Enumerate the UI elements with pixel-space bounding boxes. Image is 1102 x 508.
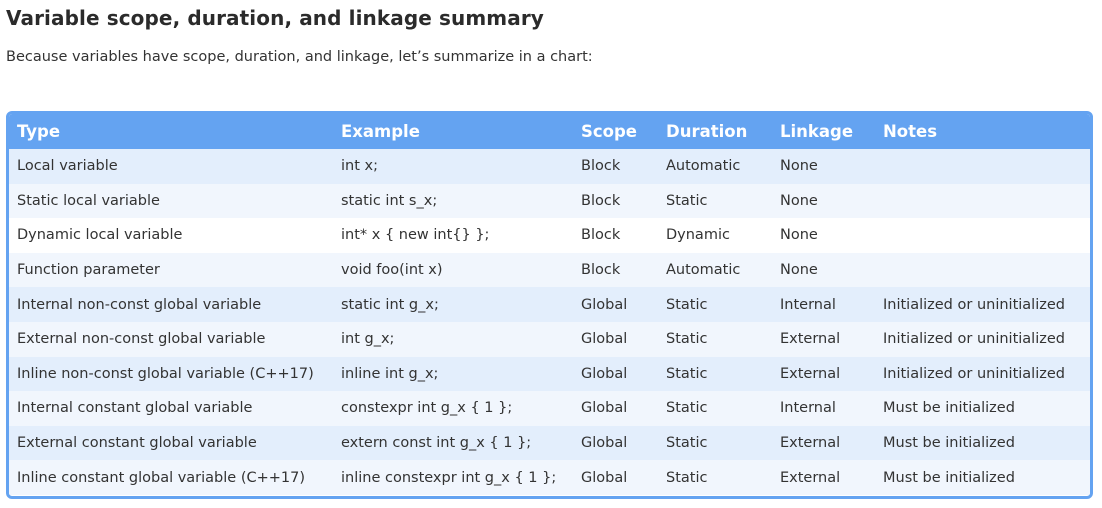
- cell-linkage: None: [780, 158, 818, 175]
- cell-notes: Must be initialized: [883, 400, 1015, 417]
- cell-type: External non-const global variable: [17, 331, 266, 348]
- cell-scope: Global: [581, 400, 628, 417]
- header-row: Type Example Scope Duration Linkage Note…: [9, 114, 1090, 149]
- header-scope: Scope: [581, 122, 638, 141]
- cell-linkage: None: [780, 192, 818, 209]
- cell-type: Local variable: [17, 158, 118, 175]
- cell-example: static int g_x;: [341, 296, 439, 313]
- cell-notes: Initialized or uninitialized: [883, 365, 1065, 382]
- cell-notes: Initialized or uninitialized: [883, 331, 1065, 348]
- cell-example: inline constexpr int g_x { 1 };: [341, 469, 557, 486]
- cell-type: Static local variable: [17, 192, 160, 209]
- cell-notes: [875, 253, 1090, 288]
- cell-type: Internal non-const global variable: [17, 296, 262, 313]
- section-heading: Variable scope, duration, and linkage su…: [6, 6, 544, 30]
- cell-linkage: None: [780, 227, 818, 244]
- cell-scope: Global: [581, 435, 628, 452]
- cell-duration: Static: [666, 331, 708, 348]
- cell-type: Function parameter: [17, 262, 160, 279]
- cell-linkage: Internal: [780, 296, 836, 313]
- cell-type: Inline constant global variable (C++17): [17, 469, 306, 486]
- cell-duration: Automatic: [666, 158, 741, 175]
- cell-scope: Global: [581, 331, 628, 348]
- cell-example: int* x { new int{} };: [341, 227, 490, 244]
- cell-example: extern const int g_x { 1 };: [341, 435, 532, 452]
- cell-scope: Global: [581, 469, 628, 486]
- header-example: Example: [341, 122, 420, 141]
- table-row: Function parameter void foo(int x) Block…: [9, 252, 1090, 288]
- cell-duration: Static: [666, 469, 708, 486]
- cell-linkage: None: [780, 262, 818, 279]
- cell-notes: [875, 149, 1090, 184]
- header-duration: Duration: [666, 122, 748, 141]
- cell-type: Dynamic local variable: [17, 227, 183, 244]
- cell-notes: Must be initialized: [883, 435, 1015, 452]
- cell-linkage: External: [780, 331, 841, 348]
- table-row: External non-const global variable int g…: [9, 321, 1090, 357]
- cell-example: inline int g_x;: [341, 365, 439, 382]
- table-body: Local variable int x; Block Automatic No…: [9, 149, 1090, 495]
- intro-paragraph: Because variables have scope, duration, …: [6, 49, 593, 65]
- cell-notes: Initialized or uninitialized: [883, 296, 1065, 313]
- cell-duration: Dynamic: [666, 227, 730, 244]
- table-row: Inline non-const global variable (C++17)…: [9, 356, 1090, 392]
- table-row: Static local variable static int s_x; Bl…: [9, 183, 1090, 219]
- cell-scope: Block: [581, 262, 621, 279]
- cell-duration: Static: [666, 192, 708, 209]
- table-row: Internal non-const global variable stati…: [9, 287, 1090, 322]
- cell-linkage: Internal: [780, 400, 836, 417]
- cell-type: External constant global variable: [17, 435, 257, 452]
- cell-type: Inline non-const global variable (C++17): [17, 365, 314, 382]
- cell-scope: Block: [581, 227, 621, 244]
- cell-scope: Global: [581, 296, 628, 313]
- table-row: External constant global variable extern…: [9, 425, 1090, 461]
- cell-notes: [875, 184, 1090, 219]
- cell-example: int x;: [341, 158, 378, 175]
- cell-linkage: External: [780, 469, 841, 486]
- header-notes: Notes: [883, 122, 938, 141]
- table-row: Internal constant global variable conste…: [9, 391, 1090, 426]
- cell-scope: Block: [581, 158, 621, 175]
- cell-linkage: External: [780, 435, 841, 452]
- cell-duration: Static: [666, 435, 708, 452]
- cell-duration: Static: [666, 400, 708, 417]
- summary-table-container: Type Example Scope Duration Linkage Note…: [6, 111, 1093, 499]
- table-row: Local variable int x; Block Automatic No…: [9, 149, 1090, 184]
- header-linkage: Linkage: [780, 122, 854, 141]
- cell-example: int g_x;: [341, 331, 395, 348]
- cell-notes: Must be initialized: [883, 469, 1015, 486]
- cell-duration: Automatic: [666, 262, 741, 279]
- cell-example: static int s_x;: [341, 192, 438, 209]
- cell-scope: Block: [581, 192, 621, 209]
- cell-type: Internal constant global variable: [17, 400, 253, 417]
- cell-example: void foo(int x): [341, 262, 443, 279]
- table-row: Inline constant global variable (C++17) …: [9, 460, 1090, 495]
- cell-example: constexpr int g_x { 1 };: [341, 400, 513, 417]
- header-type: Type: [17, 122, 61, 141]
- cell-notes: [875, 218, 1090, 253]
- cell-duration: Static: [666, 296, 708, 313]
- cell-linkage: External: [780, 365, 841, 382]
- summary-table: Type Example Scope Duration Linkage Note…: [9, 114, 1090, 495]
- table-header: Type Example Scope Duration Linkage Note…: [9, 114, 1090, 149]
- table-row: Dynamic local variable int* x { new int{…: [9, 218, 1090, 253]
- cell-duration: Static: [666, 365, 708, 382]
- cell-scope: Global: [581, 365, 628, 382]
